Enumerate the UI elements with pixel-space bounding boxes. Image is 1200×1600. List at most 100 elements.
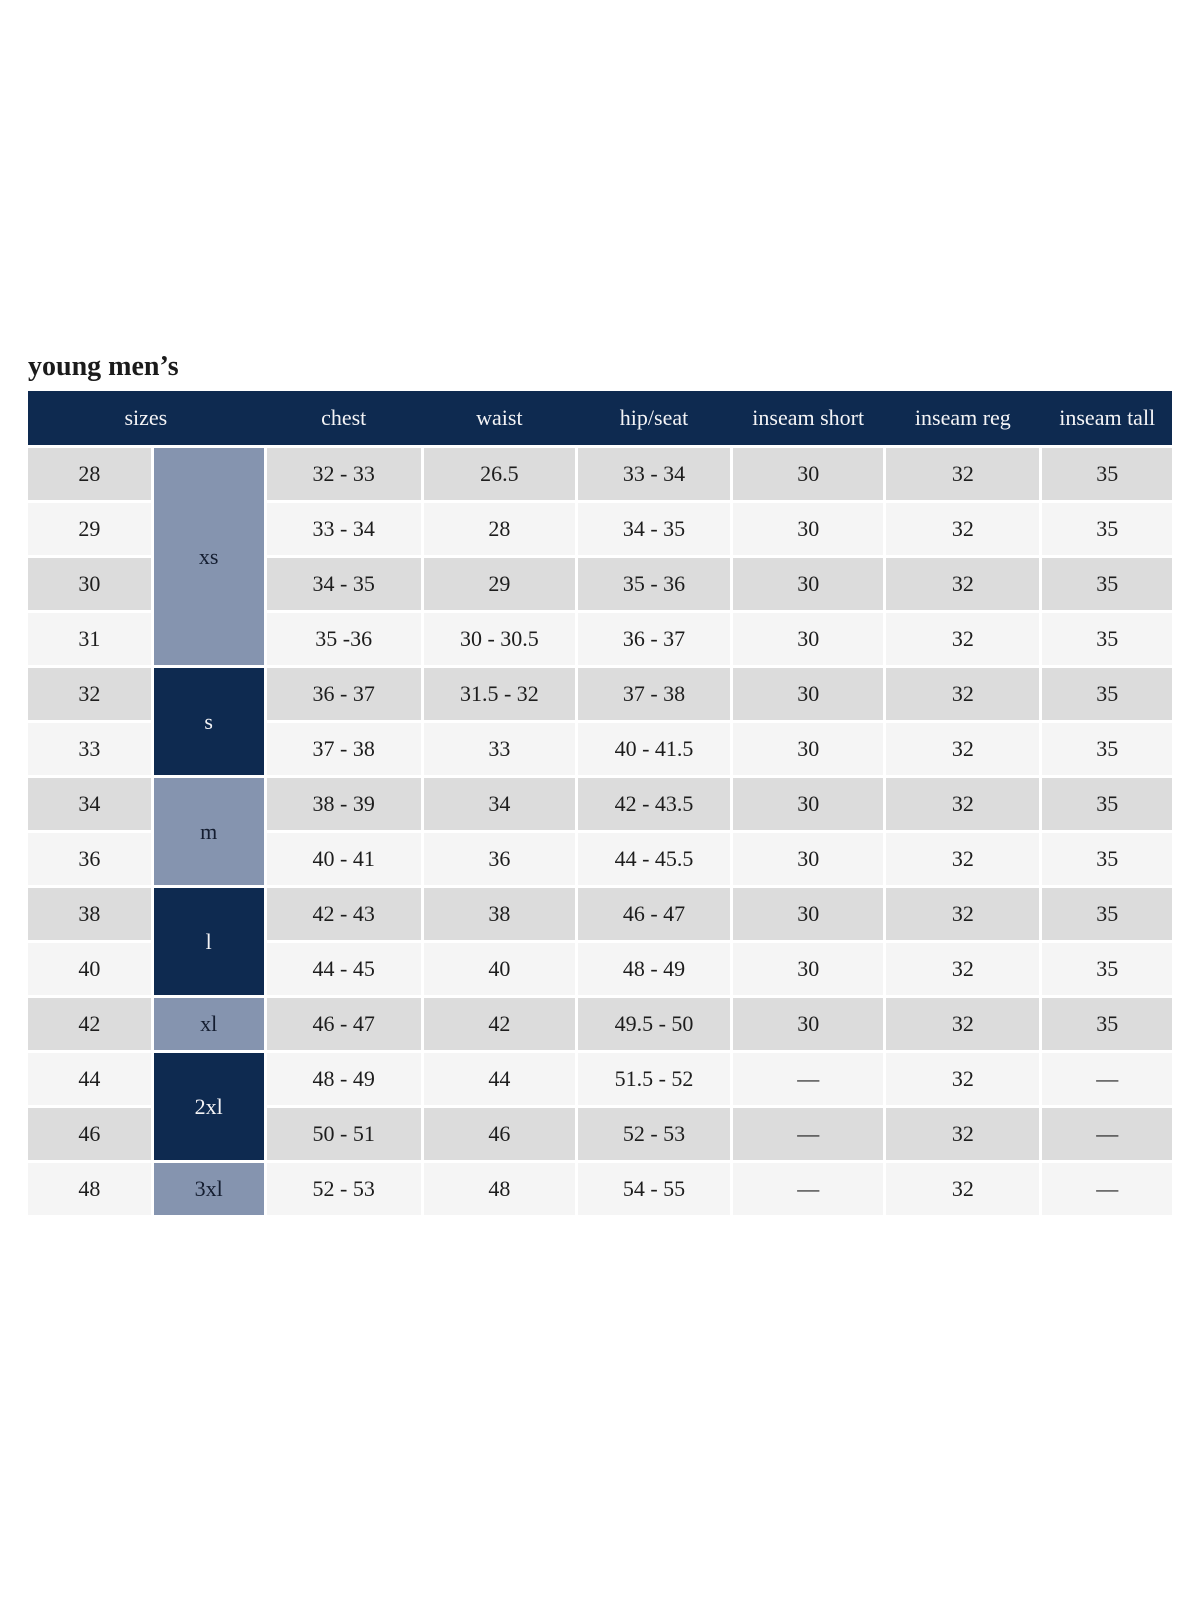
chest-cell: 42 - 43 <box>266 888 421 940</box>
column-header-hip-seat: hip/seat <box>619 405 689 430</box>
waist-cell: 48 <box>423 1163 575 1215</box>
chest-cell: 50 - 51 <box>266 1108 421 1160</box>
inseam-tall-cell: 35 <box>1042 503 1172 555</box>
inseam-tall-cell: 35 <box>1042 943 1172 995</box>
inseam-reg-cell: 32 <box>886 943 1040 995</box>
hip-seat-cell: 42 - 43.5 <box>577 778 731 830</box>
inseam-reg-cell: 32 <box>886 503 1040 555</box>
inseam-short-cell: — <box>733 1108 884 1160</box>
page-content: young men’s sizes chest waist hip/seat i… <box>28 351 1172 1215</box>
waist-cell: 26.5 <box>423 448 575 500</box>
inseam-reg-cell: 32 <box>886 888 1040 940</box>
waist-cell: 44 <box>423 1053 575 1105</box>
table-body: 28 32 - 33 26.5 33 - 34 30 32 35 29 33 - 34 28 34 … <box>28 448 1172 1215</box>
size-cell: 48 <box>28 1163 151 1215</box>
hip-seat-cell: 40 - 41.5 <box>577 723 731 775</box>
inseam-tall-cell: 35 <box>1042 723 1172 775</box>
hip-seat-cell: 46 - 47 <box>577 888 731 940</box>
size-group-label-3xl: 3xl <box>153 1163 264 1215</box>
waist-cell: 42 <box>423 998 575 1050</box>
hip-seat-cell: 34 - 35 <box>577 503 731 555</box>
inseam-reg-cell: 32 <box>886 448 1040 500</box>
inseam-reg-cell: 32 <box>886 723 1040 775</box>
inseam-reg-cell: 32 <box>886 1053 1040 1105</box>
hip-seat-cell: 49.5 - 50 <box>577 998 731 1050</box>
chest-cell: 40 - 41 <box>266 833 421 885</box>
size-cell: 34 <box>28 778 151 830</box>
inseam-tall-cell: 35 <box>1042 613 1172 665</box>
hip-seat-cell: 48 - 49 <box>577 943 731 995</box>
inseam-short-cell: 30 <box>733 503 884 555</box>
waist-cell: 29 <box>423 558 575 610</box>
column-header-inseam-reg: inseam reg <box>914 405 1011 430</box>
inseam-tall-cell: — <box>1042 1163 1172 1215</box>
inseam-short-cell: 30 <box>733 943 884 995</box>
waist-cell: 30 - 30.5 <box>423 613 575 665</box>
waist-cell: 28 <box>423 503 575 555</box>
hip-seat-cell: 37 - 38 <box>577 668 731 720</box>
column-header-inseam-short: inseam short <box>752 405 865 430</box>
chest-cell: 37 - 38 <box>266 723 421 775</box>
inseam-tall-cell: 35 <box>1042 998 1172 1050</box>
chest-cell: 35 -36 <box>266 613 421 665</box>
chest-cell: 32 - 33 <box>266 448 421 500</box>
inseam-short-cell: — <box>733 1163 884 1215</box>
size-cell: 38 <box>28 888 151 940</box>
chest-cell: 46 - 47 <box>266 998 421 1050</box>
size-cell: 31 <box>28 613 151 665</box>
inseam-tall-cell: 35 <box>1042 778 1172 830</box>
size-cell: 44 <box>28 1053 151 1105</box>
size-chart-table: sizes chest waist hip/seat inseam short … <box>28 391 1172 1215</box>
waist-cell: 38 <box>423 888 575 940</box>
size-group-label-m: m <box>153 778 264 885</box>
column-header-waist: waist <box>476 405 523 430</box>
inseam-reg-cell: 32 <box>886 998 1040 1050</box>
waist-cell: 33 <box>423 723 575 775</box>
chest-cell: 44 - 45 <box>266 943 421 995</box>
inseam-short-cell: 30 <box>733 833 884 885</box>
hip-seat-cell: 44 - 45.5 <box>577 833 731 885</box>
inseam-short-cell: 30 <box>733 778 884 830</box>
inseam-short-cell: — <box>733 1053 884 1105</box>
inseam-short-cell: 30 <box>733 668 884 720</box>
size-cell: 28 <box>28 448 151 500</box>
size-group-label-xs: xs <box>153 448 264 665</box>
inseam-reg-cell: 32 <box>886 668 1040 720</box>
size-group-label-s: s <box>153 668 264 775</box>
inseam-tall-cell: 35 <box>1042 888 1172 940</box>
inseam-short-cell: 30 <box>733 998 884 1050</box>
size-group-label-2xl: 2xl <box>153 1053 264 1160</box>
size-cell: 32 <box>28 668 151 720</box>
inseam-short-cell: 30 <box>733 613 884 665</box>
column-header-sizes: sizes <box>124 405 168 430</box>
waist-cell: 31.5 - 32 <box>423 668 575 720</box>
waist-cell: 46 <box>423 1108 575 1160</box>
chest-cell: 33 - 34 <box>266 503 421 555</box>
size-cell: 42 <box>28 998 151 1050</box>
hip-seat-cell: 33 - 34 <box>577 448 731 500</box>
inseam-reg-cell: 32 <box>886 558 1040 610</box>
hip-seat-cell: 35 - 36 <box>577 558 731 610</box>
size-cell: 33 <box>28 723 151 775</box>
inseam-reg-cell: 32 <box>886 613 1040 665</box>
table-header-row: sizes chest waist hip/seat inseam short … <box>28 391 1172 445</box>
column-header-inseam-tall: inseam tall <box>1059 405 1156 430</box>
inseam-tall-cell: 35 <box>1042 448 1172 500</box>
inseam-short-cell: 30 <box>733 448 884 500</box>
size-group-label-xl: xl <box>153 998 264 1050</box>
waist-cell: 36 <box>423 833 575 885</box>
inseam-tall-cell: 35 <box>1042 833 1172 885</box>
chest-cell: 36 - 37 <box>266 668 421 720</box>
inseam-tall-cell: 35 <box>1042 558 1172 610</box>
chest-cell: 34 - 35 <box>266 558 421 610</box>
size-cell: 36 <box>28 833 151 885</box>
hip-seat-cell: 36 - 37 <box>577 613 731 665</box>
inseam-reg-cell: 32 <box>886 778 1040 830</box>
size-cell: 30 <box>28 558 151 610</box>
size-group-label-l: l <box>153 888 264 995</box>
chest-cell: 48 - 49 <box>266 1053 421 1105</box>
waist-cell: 34 <box>423 778 575 830</box>
inseam-reg-cell: 32 <box>886 833 1040 885</box>
page-title: young men’s <box>28 351 179 382</box>
inseam-tall-cell: 35 <box>1042 668 1172 720</box>
